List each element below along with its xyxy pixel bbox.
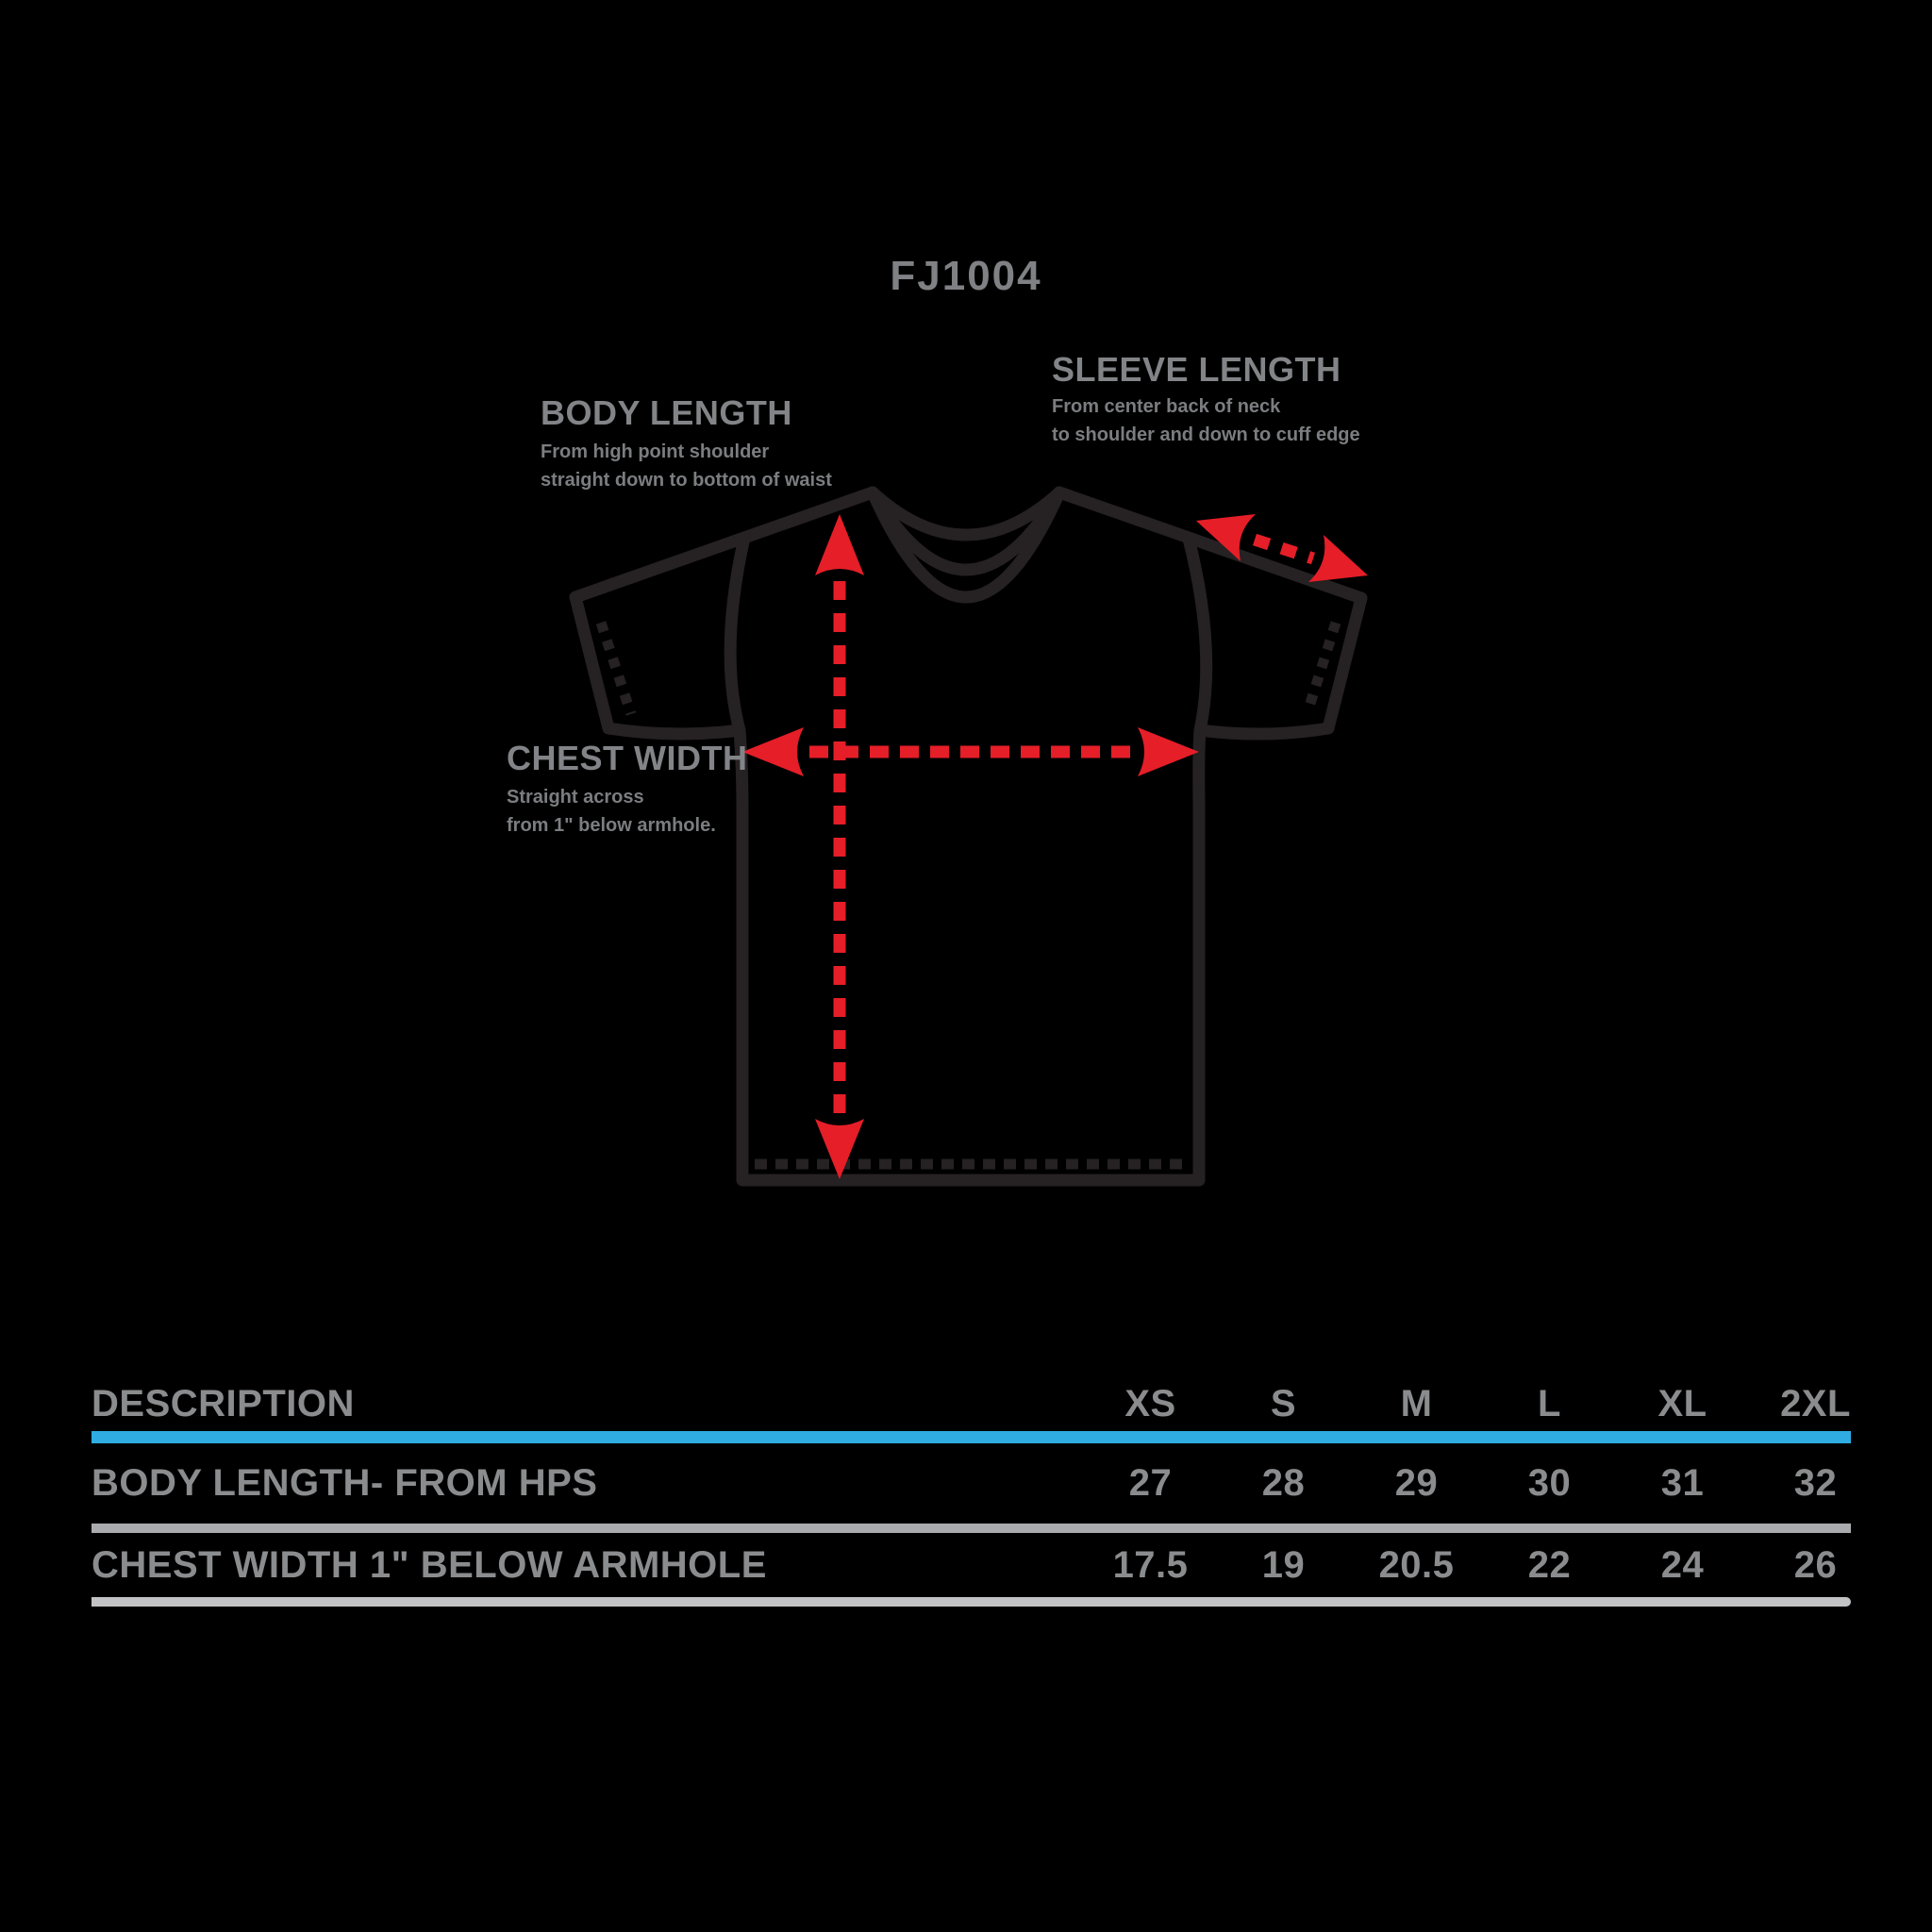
right-armhole-seam xyxy=(1182,532,1213,737)
left-cuff-stitching xyxy=(595,621,637,716)
cell-value: 20.5 xyxy=(1378,1543,1455,1586)
cell-value: 28 xyxy=(1261,1462,1306,1504)
table-row-body-length: BODY LENGTH- FROM HPS 27 28 29 30 31 32 xyxy=(92,1443,1882,1524)
body-length-label: BODY LENGTH From high point shoulder str… xyxy=(541,394,832,494)
sleeve-length-label: SLEEVE LENGTH From center back of neck t… xyxy=(1052,351,1360,449)
body-length-line2: straight down to bottom of waist xyxy=(541,470,832,491)
chest-width-line2: from 1" below armhole. xyxy=(507,815,716,836)
cell-value: 26 xyxy=(1793,1543,1838,1586)
left-armhole-seam xyxy=(724,531,751,737)
collar-band-outer xyxy=(866,486,1066,576)
sleeve-length-line2: to shoulder and down to cuff edge xyxy=(1052,425,1360,445)
chest-width-label: CHEST WIDTH Straight across from 1" belo… xyxy=(507,740,747,840)
row-description: BODY LENGTH- FROM HPS xyxy=(92,1462,598,1504)
sleeve-length-heading: SLEEVE LENGTH xyxy=(1052,350,1341,389)
collar-band-inner xyxy=(866,486,1066,604)
cell-value: 32 xyxy=(1793,1462,1838,1504)
sleeve-length-line1: From center back of neck xyxy=(1052,396,1281,417)
cell-value: 29 xyxy=(1394,1462,1439,1504)
cell-value: 22 xyxy=(1527,1543,1572,1586)
table-bottom-rule xyxy=(92,1597,1851,1607)
chest-width-arrow xyxy=(742,727,1199,776)
right-cuff-stitching xyxy=(1302,621,1341,714)
cell-value: 27 xyxy=(1128,1462,1173,1504)
cell-value: 19 xyxy=(1261,1543,1306,1586)
size-header-l: L xyxy=(1538,1382,1561,1424)
tshirt-outline xyxy=(569,486,1368,1187)
size-header-xl: XL xyxy=(1657,1382,1707,1424)
sleeve-length-arrow xyxy=(1196,514,1368,582)
row-divider-gray xyxy=(92,1524,1851,1533)
table-row-chest-width: CHEST WIDTH 1" BELOW ARMHOLE 17.5 19 20.… xyxy=(92,1533,1882,1597)
body-length-arrow xyxy=(815,514,864,1179)
style-number-title: FJ1004 xyxy=(890,253,1042,299)
chest-width-heading: CHEST WIDTH xyxy=(507,739,748,777)
size-table: DESCRIPTION XS S M L XL 2XL BODY LENGTH-… xyxy=(92,1376,1882,1607)
size-header-2xl: 2XL xyxy=(1780,1382,1851,1424)
size-header-m: M xyxy=(1400,1382,1433,1424)
row-description: CHEST WIDTH 1" BELOW ARMHOLE xyxy=(92,1543,767,1586)
cell-value: 31 xyxy=(1660,1462,1705,1504)
size-header-s: S xyxy=(1270,1382,1297,1424)
cell-value: 17.5 xyxy=(1112,1543,1189,1586)
body-length-line1: From high point shoulder xyxy=(541,441,770,462)
description-header: DESCRIPTION xyxy=(92,1382,355,1424)
cell-value: 30 xyxy=(1527,1462,1572,1504)
header-divider-blue xyxy=(92,1431,1851,1443)
chest-width-line1: Straight across xyxy=(507,787,644,808)
cell-value: 24 xyxy=(1660,1543,1705,1586)
body-length-heading: BODY LENGTH xyxy=(541,393,792,432)
size-header-xs: XS xyxy=(1124,1382,1176,1424)
size-table-header-row: DESCRIPTION XS S M L XL 2XL xyxy=(92,1376,1882,1431)
